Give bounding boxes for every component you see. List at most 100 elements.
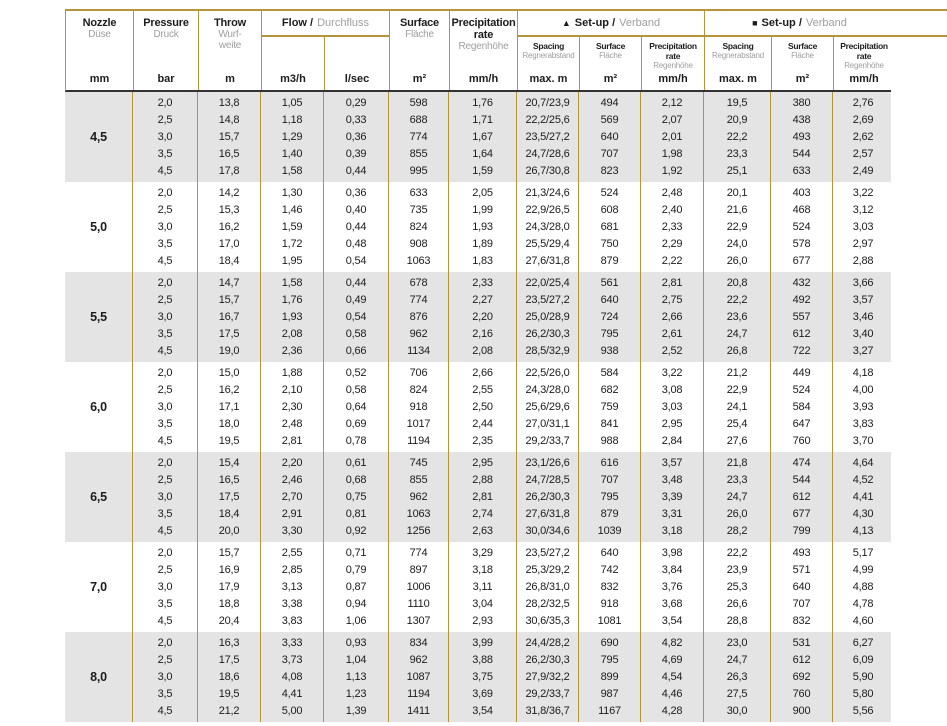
- table-cell: 3,0: [157, 220, 173, 233]
- table-cell: 432: [792, 276, 811, 289]
- header-label-de: Düse: [88, 29, 111, 40]
- data-column: 2,05 1,99 1,93 1,89 1,83: [448, 182, 516, 272]
- subcol-flow-lsec: l/sec: [324, 37, 389, 90]
- table-cell: 2,36: [281, 344, 303, 357]
- subcol-triangle-surface: Surface Fläche m²: [579, 37, 641, 90]
- table-cell: 4,52: [852, 473, 874, 486]
- table-cell: 2,81: [281, 434, 303, 447]
- table-cell: 15,7: [218, 546, 240, 559]
- table-cell: 1,93: [472, 220, 493, 233]
- table-cell: 0,81: [345, 507, 367, 520]
- table-cell: 24,1: [726, 400, 748, 413]
- table-cell: 26,8/31,0: [525, 580, 570, 593]
- table-cell: 2,5: [157, 473, 173, 486]
- table-cell: 832: [792, 614, 811, 627]
- table-cell: 403: [792, 186, 811, 199]
- table-cell: 640: [600, 293, 619, 306]
- table-cell: 28,8: [726, 614, 748, 627]
- table-cell: 1307: [406, 614, 431, 627]
- table-cell: 3,0: [157, 310, 173, 323]
- triangle-icon: ▲: [561, 17, 571, 28]
- table-cell: 2,93: [472, 614, 493, 627]
- data-column: 2,0 2,5 3,0 3,5 4,5: [132, 632, 197, 722]
- table-cell: 876: [409, 310, 428, 323]
- data-column: 3,33 3,73 4,08 4,41 5,00: [260, 632, 323, 722]
- table-cell: 3,33: [281, 636, 303, 649]
- data-column: 2,76 2,69 2,62 2,57 2,49: [832, 92, 893, 182]
- table-cell: 21,2: [218, 704, 240, 717]
- table-cell: 22,2: [726, 293, 748, 306]
- table-cell: 0,75: [345, 490, 367, 503]
- data-column: 4,82 4,69 4,54 4,46 4,28: [640, 632, 703, 722]
- data-column: 0,44 0,49 0,54 0,58 0,66: [323, 272, 388, 362]
- table-cell: 14,8: [218, 113, 240, 126]
- nozzle-size-label: 6,0: [90, 400, 107, 414]
- table-cell: 707: [792, 597, 811, 610]
- table-cell: 0,87: [345, 580, 367, 593]
- table-cell: 2,95: [661, 417, 683, 430]
- table-cell: 2,16: [472, 327, 493, 340]
- data-column: 640 742 832 918 1081: [578, 542, 640, 632]
- table-cell: 3,54: [472, 704, 493, 717]
- table-cell: 16,5: [218, 473, 240, 486]
- nozzle-group: 4,5 2,0 2,5 3,0 3,5 4,5 13,8 14,8 15,7 16,5 17,8 1,…: [65, 92, 891, 182]
- table-cell: 20,4: [218, 614, 240, 627]
- nozzle-group: 6,0 2,0 2,5 3,0 3,5 4,5 15,0 16,2 17,1 18,0 19,5 1,…: [65, 362, 891, 452]
- setup-label-de: Verband: [619, 17, 661, 29]
- table-cell: 1,59: [281, 220, 303, 233]
- table-cell: 0,44: [345, 276, 367, 289]
- table-cell: 16,9: [218, 563, 240, 576]
- performance-table: Nozzle Düse mm Pressure Druck bar Throw …: [65, 9, 894, 722]
- subheader-label-de: Regnerabstand: [711, 51, 765, 60]
- data-column: 2,66 2,55 2,50 2,44 2,35: [448, 362, 516, 452]
- table-cell: 918: [409, 400, 428, 413]
- table-cell: 640: [600, 130, 619, 143]
- data-column: 3,99 3,88 3,75 3,69 3,54: [448, 632, 516, 722]
- nozzle-size-label: 5,5: [90, 310, 107, 324]
- table-cell: 2,55: [281, 546, 303, 559]
- table-cell: 774: [409, 546, 428, 559]
- table-cell: 1,95: [281, 254, 303, 267]
- table-cell: 0,49: [345, 293, 367, 306]
- table-cell: 1,88: [281, 366, 303, 379]
- table-cell: 16,7: [218, 310, 240, 323]
- nozzle-size-label: 4,5: [90, 130, 107, 144]
- table-cell: 1,89: [472, 237, 493, 250]
- table-cell: 616: [600, 456, 619, 469]
- table-cell: 795: [600, 490, 619, 503]
- table-cell: 2,61: [661, 327, 683, 340]
- table-cell: 2,29: [661, 237, 683, 250]
- table-cell: 2,44: [472, 417, 493, 430]
- header-label-de: Wurf- weite: [218, 29, 242, 51]
- table-cell: 15,3: [218, 203, 240, 216]
- data-column: 2,0 2,5 3,0 3,5 4,5: [132, 182, 197, 272]
- table-cell: 3,03: [661, 400, 683, 413]
- data-column: 2,12 2,07 2,01 1,98 1,92: [640, 92, 703, 182]
- table-cell: 1,76: [281, 293, 303, 306]
- table-cell: 3,27: [852, 344, 874, 357]
- table-cell: 855: [409, 147, 428, 160]
- table-cell: 2,0: [157, 456, 173, 469]
- table-cell: 22,9: [726, 220, 748, 233]
- col-header-surface: Surface Fläche m²: [389, 11, 449, 90]
- col-header-throw: Throw Wurf- weite m: [198, 11, 261, 90]
- data-column: 16,3 17,5 18,6 19,5 21,2: [197, 632, 260, 722]
- table-cell: 2,35: [472, 434, 493, 447]
- table-cell: 18,4: [218, 254, 240, 267]
- table-cell: 1,58: [281, 276, 303, 289]
- data-column: 0,29 0,33 0,36 0,39 0,44: [323, 92, 388, 182]
- header-label-de: Regenhöhe: [458, 41, 509, 52]
- table-cell: 2,08: [472, 344, 493, 357]
- data-column: 3,57 3,48 3,39 3,31 3,18: [640, 452, 703, 542]
- data-column: 3,98 3,84 3,76 3,68 3,54: [640, 542, 703, 632]
- table-cell: 4,78: [852, 597, 874, 610]
- table-cell: 3,99: [472, 636, 493, 649]
- table-cell: 1256: [406, 524, 431, 537]
- table-cell: 824: [409, 220, 428, 233]
- table-cell: 4,5: [157, 164, 173, 177]
- table-cell: 19,5: [218, 434, 240, 447]
- table-cell: 0,92: [345, 524, 367, 537]
- table-cell: 938: [600, 344, 619, 357]
- table-cell: 0,58: [345, 327, 367, 340]
- table-cell: 4,41: [281, 687, 303, 700]
